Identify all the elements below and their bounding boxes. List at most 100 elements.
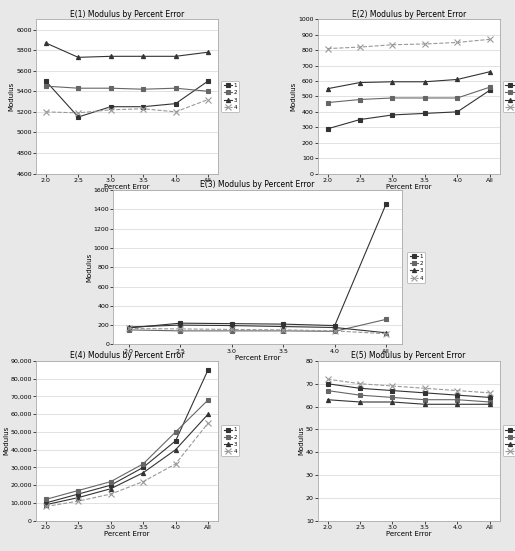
2	[454, 95, 460, 101]
3	[173, 446, 179, 453]
4	[173, 461, 179, 467]
4	[177, 326, 183, 332]
Line: 4: 4	[325, 36, 492, 51]
Y-axis label: Modulus: Modulus	[86, 252, 92, 282]
3	[75, 54, 81, 61]
3	[324, 396, 331, 403]
Legend: 1, 2, 3, 4: 1, 2, 3, 4	[503, 425, 515, 456]
4	[108, 106, 114, 113]
3	[205, 411, 211, 418]
4	[422, 41, 428, 47]
3	[43, 40, 49, 46]
Title: E(4) Modulus by Percent Error: E(4) Modulus by Percent Error	[70, 351, 184, 360]
1	[108, 482, 114, 489]
4	[454, 39, 460, 46]
4	[389, 383, 396, 390]
Line: 1: 1	[325, 88, 492, 131]
Line: 1: 1	[44, 368, 210, 505]
Y-axis label: Modulus: Modulus	[9, 82, 15, 111]
Title: E(5) Modulus by Percent Error: E(5) Modulus by Percent Error	[351, 351, 466, 360]
Line: 3: 3	[44, 412, 210, 507]
1	[357, 385, 363, 392]
Legend: 1, 2, 3, 4: 1, 2, 3, 4	[503, 81, 515, 112]
3	[280, 323, 286, 330]
1	[173, 437, 179, 444]
4	[383, 331, 389, 337]
1	[487, 87, 493, 94]
2	[389, 394, 396, 401]
2	[357, 392, 363, 398]
3	[389, 78, 396, 85]
X-axis label: Percent Error: Percent Error	[104, 184, 150, 190]
2	[108, 85, 114, 91]
4	[75, 498, 81, 505]
4	[357, 44, 363, 50]
1	[75, 491, 81, 498]
3	[389, 399, 396, 406]
Line: 2: 2	[127, 317, 388, 333]
Line: 3: 3	[44, 41, 210, 60]
2	[173, 429, 179, 435]
3	[332, 324, 338, 331]
3	[487, 68, 493, 75]
1	[332, 322, 338, 329]
4	[389, 41, 396, 48]
Y-axis label: Modulus: Modulus	[3, 426, 9, 456]
1	[422, 390, 428, 396]
3	[422, 78, 428, 85]
4	[229, 326, 235, 333]
3	[126, 323, 132, 330]
2	[280, 327, 286, 334]
1	[389, 112, 396, 118]
2	[205, 88, 211, 95]
4	[173, 109, 179, 115]
4	[357, 380, 363, 387]
3	[487, 401, 493, 408]
1	[229, 320, 235, 327]
4	[140, 478, 146, 485]
1	[383, 200, 389, 207]
4	[280, 327, 286, 333]
1	[422, 110, 428, 117]
1	[280, 321, 286, 327]
3	[383, 329, 389, 336]
3	[454, 401, 460, 408]
1	[205, 78, 211, 84]
2	[487, 399, 493, 406]
Title: E(2) Modulus by Percent Error: E(2) Modulus by Percent Error	[352, 9, 466, 19]
4	[43, 109, 49, 115]
2	[487, 84, 493, 90]
Line: 1: 1	[127, 202, 388, 330]
2	[324, 99, 331, 106]
2	[177, 327, 183, 334]
3	[357, 399, 363, 406]
1	[357, 116, 363, 123]
1	[43, 78, 49, 84]
4	[75, 110, 81, 116]
Line: 4: 4	[43, 420, 211, 509]
2	[422, 396, 428, 403]
3	[205, 49, 211, 56]
Line: 2: 2	[44, 398, 210, 501]
3	[229, 322, 235, 329]
Line: 3: 3	[325, 69, 492, 91]
Line: 1: 1	[44, 79, 210, 119]
2	[140, 86, 146, 93]
1	[173, 100, 179, 107]
2	[383, 316, 389, 323]
2	[75, 487, 81, 494]
4	[205, 96, 211, 103]
2	[75, 85, 81, 91]
Line: 2: 2	[44, 84, 210, 93]
4	[140, 105, 146, 112]
3	[454, 76, 460, 83]
2	[126, 327, 132, 333]
4	[324, 376, 331, 382]
1	[140, 104, 146, 110]
2	[324, 387, 331, 394]
1	[43, 500, 49, 506]
2	[43, 83, 49, 89]
X-axis label: Percent Error: Percent Error	[386, 184, 432, 190]
4	[454, 387, 460, 394]
Legend: 1, 2, 3, 4: 1, 2, 3, 4	[221, 425, 239, 456]
